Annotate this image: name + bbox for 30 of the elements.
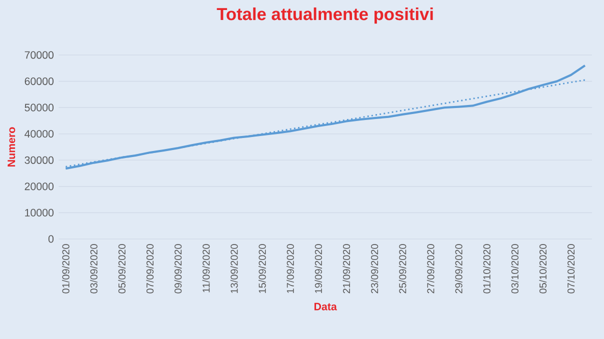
y-tick-label: 20000 [24,182,54,190]
x-tick-label: 27/09/2020 [426,244,434,294]
chart-title: Totale attualmente positivi [216,7,433,24]
x-tick-label: 25/09/2020 [398,244,406,294]
x-tick-label: 11/09/2020 [202,244,210,292]
x-tick-label: 07/09/2020 [146,244,154,294]
y-axis-title: Numero [8,127,16,166]
x-axis-title: Data [314,302,337,310]
x-tick-label: 05/09/2020 [118,244,126,294]
x-tick-label: 03/10/2020 [511,244,518,294]
y-tick-label: 40000 [24,130,54,138]
x-tick-label: 19/09/2020 [314,244,322,293]
x-tick-label: 09/09/2020 [174,244,182,294]
x-tick-label: 03/09/2020 [90,244,98,294]
y-tick-label: 10000 [25,208,54,216]
x-tick-label: 23/09/2020 [370,244,378,294]
x-tick-label: 01/10/2020 [483,244,490,294]
y-tick-label: 30000 [24,156,54,164]
y-tick-label: 60000 [24,78,54,86]
x-tick-label: 01/09/2020 [62,244,70,294]
y-tick-label: 0 [48,235,54,243]
x-tick-label: 05/10/2020 [539,244,547,294]
x-tick-label: 13/09/2020 [230,244,238,293]
y-tick-label: 50000 [24,104,54,112]
x-tick-label: 29/09/2020 [455,244,462,294]
y-tick-label: 70000 [24,51,54,59]
x-tick-label: 17/09/2020 [286,244,294,293]
x-tick-label: 07/10/2020 [567,244,575,294]
x-tick-label: 21/09/2020 [342,244,350,294]
x-tick-label: 15/09/2020 [258,244,266,293]
